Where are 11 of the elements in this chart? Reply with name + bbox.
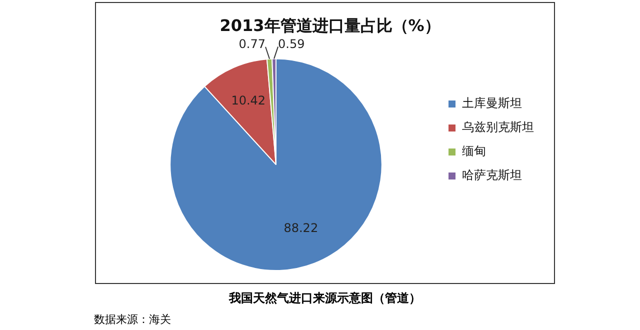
text: 我国天然气进口来源示意图（管道）: [228, 290, 422, 307]
legend-label: 哈萨克斯坦: [462, 168, 522, 182]
legend-label: 土库曼斯坦: [462, 96, 522, 110]
data-label: 0.77: [238, 37, 266, 52]
legend-label: 缅甸: [462, 144, 486, 158]
data-label: 10.42: [231, 94, 266, 108]
data-label: 0.59: [278, 36, 305, 51]
chart-title: 2013年管道进口量占比（%）: [220, 16, 440, 35]
legend-label: 乌兹别克斯坦: [462, 120, 534, 134]
data-label: 88.22: [284, 220, 318, 235]
source-note: 数据来源：海关: [94, 312, 171, 327]
